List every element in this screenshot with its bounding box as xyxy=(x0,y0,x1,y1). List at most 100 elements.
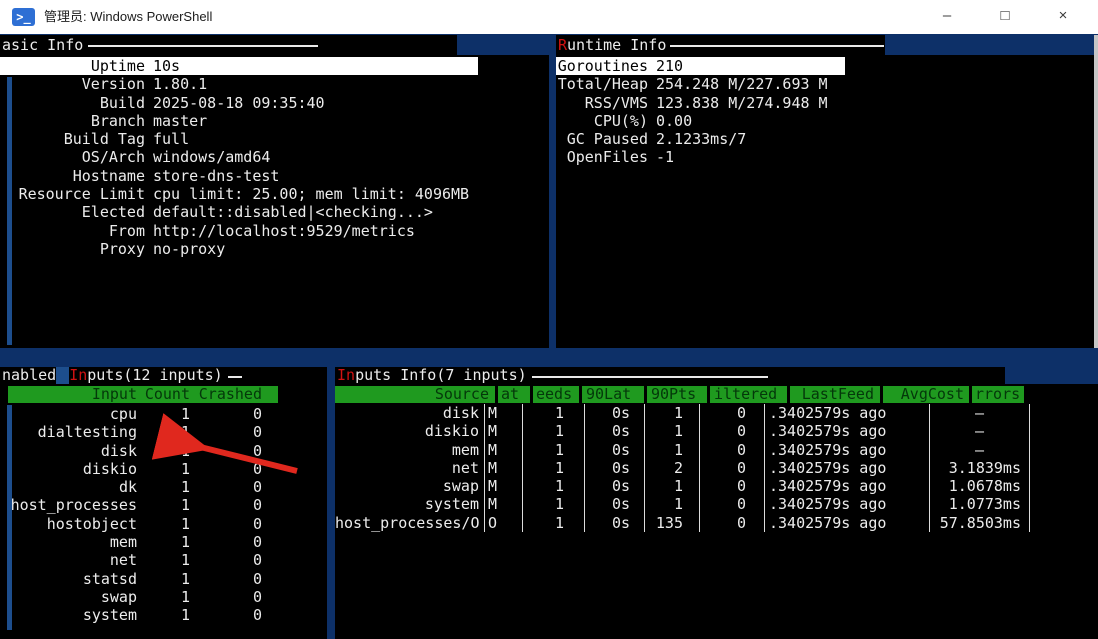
column-header-feeds: eeds xyxy=(533,386,579,403)
cell-source: mem xyxy=(335,440,485,459)
cell-90lat: 0s xyxy=(585,404,645,423)
kv-row: Build Tag full xyxy=(0,130,549,148)
cell-cat: M xyxy=(485,422,523,441)
cell-feeds: 1 xyxy=(523,404,585,423)
input-crashed: 0 xyxy=(252,459,262,478)
close-button[interactable]: × xyxy=(1058,7,1068,24)
input-name: net xyxy=(109,551,137,570)
input-crashed: 0 xyxy=(252,423,262,442)
column-header-count: Count xyxy=(144,385,190,403)
input-crashed: 0 xyxy=(252,587,262,606)
input-count: 1 xyxy=(180,423,190,442)
cell-cat: M xyxy=(485,495,523,514)
table-row: dialtesting 1 0 xyxy=(8,423,278,441)
kv-value: http://localhost:9529/metrics xyxy=(153,221,415,240)
input-name: dialtesting xyxy=(37,423,137,442)
basic-info-title-band: asic Info xyxy=(0,35,457,55)
cell-avgcost: 57.8503ms xyxy=(930,513,1030,533)
input-name: hostobject xyxy=(46,514,137,533)
table-row: mem M 1 0s 1 0.3402579s ago – xyxy=(335,440,1098,459)
terminal-area[interactable]: asic Info Runtime Info Uptime 10s Version 1… xyxy=(0,34,1098,639)
basic-info-rows: Uptime 10s Version 1.80.1 Build 2025-08-18 09… xyxy=(0,57,549,258)
kv-row: OpenFiles -1 xyxy=(556,148,1098,166)
kv-key: Build Tag xyxy=(63,130,145,149)
column-header-90lat: 90Lat xyxy=(582,386,644,403)
cell-feeds: 1 xyxy=(523,422,585,441)
cell-avgcost: – xyxy=(930,422,1030,441)
kv-key: Uptime xyxy=(90,57,145,75)
kv-value: 10s xyxy=(153,57,181,75)
input-count: 1 xyxy=(180,533,190,552)
cell-lastfeed: .3402579s ago xyxy=(765,495,930,514)
input-count: 1 xyxy=(180,405,190,423)
kv-row: Total/Heap 254.248 M/227.693 M xyxy=(556,75,1098,93)
scrollbar xyxy=(7,405,12,630)
kv-key: Total/Heap xyxy=(557,75,648,94)
background-notch xyxy=(1005,367,1098,384)
kv-value: windows/amd64 xyxy=(153,148,271,167)
minimize-button[interactable]: – xyxy=(942,7,952,24)
kv-key: Goroutines xyxy=(557,57,648,75)
cell-errors xyxy=(1030,459,1098,477)
input-name: system xyxy=(82,606,137,625)
table-row: mem 1 0 xyxy=(8,533,278,551)
cell-90pts: 1 xyxy=(645,404,700,423)
table-row: system 1 0 xyxy=(8,606,278,624)
kv-row: RSS/VMS 123.838 M/274.948 M xyxy=(556,94,1098,112)
input-crashed: 0 xyxy=(252,533,262,552)
table-row: hostobject 1 0 xyxy=(8,515,278,533)
cell-90pts: 1 xyxy=(645,495,700,514)
cell-lastfeed: .3402579s ago xyxy=(765,458,930,478)
enabled-inputs-table-header: Input Count Crashed xyxy=(8,386,278,403)
hotkey-letter: In xyxy=(337,366,356,384)
cell-lastfeed: .3402579s ago xyxy=(765,404,930,423)
kv-value: cpu limit: 25.00; mem limit: 4096MB xyxy=(153,185,470,204)
kv-row: Proxy no-proxy xyxy=(0,240,549,258)
cell-avgcost: – xyxy=(930,440,1030,459)
table-row: disk 1 0 xyxy=(8,442,278,460)
kv-row: Branch master xyxy=(0,112,549,130)
input-count: 1 xyxy=(180,441,190,460)
column-header-crashed: Crashed xyxy=(198,385,262,403)
kv-row: GC Paused 2.1233ms/7 xyxy=(556,130,1098,148)
kv-row: Build 2025-08-18 09:35:40 xyxy=(0,94,549,112)
column-header-avgcost: AvgCost xyxy=(883,386,969,403)
powershell-icon: >_ xyxy=(12,8,35,26)
kv-row: Hostname store-dns-test xyxy=(0,167,549,185)
kv-value: store-dns-test xyxy=(153,166,280,185)
maximize-button[interactable]: □ xyxy=(1000,7,1010,24)
input-name: diskio xyxy=(82,459,137,478)
cell-90pts: 1 xyxy=(645,440,700,459)
cell-filtered: 0 xyxy=(700,422,765,441)
kv-value: 210 xyxy=(656,57,684,75)
cell-cat: M xyxy=(485,440,523,459)
input-name: mem xyxy=(109,533,137,552)
title-rest: puts Info(7 inputs) xyxy=(355,366,527,384)
input-count: 1 xyxy=(180,459,190,478)
table-row: net M 1 0s 2 0.3402579s ago 3.1839ms xyxy=(335,458,1098,478)
column-header-cat: at xyxy=(498,386,530,403)
input-count: 1 xyxy=(180,606,190,625)
cell-filtered: 0 xyxy=(700,404,765,423)
cell-90lat: 0s xyxy=(585,458,645,478)
panel-border-line xyxy=(670,45,884,47)
panel-runtime-info: Goroutines 210 Total/Heap 254.248 M/227.693… xyxy=(556,55,1098,348)
kv-row: CPU(%) 0.00 xyxy=(556,112,1098,130)
column-header-90pts: 90Pts xyxy=(647,386,707,403)
kv-value: 1.80.1 xyxy=(153,75,208,94)
cell-source: diskio xyxy=(335,422,485,441)
panel-title-runtime-info: Runtime Info xyxy=(558,35,666,55)
kv-value: 123.838 M/274.948 M xyxy=(656,93,828,112)
cell-feeds: 1 xyxy=(523,495,585,514)
cell-avgcost: 3.1839ms xyxy=(930,458,1030,478)
cell-90pts: 135 xyxy=(645,513,700,533)
cell-90pts: 1 xyxy=(645,477,700,496)
kv-row: Uptime 10s xyxy=(0,57,478,76)
table-row: dk 1 0 xyxy=(8,478,278,496)
cell-avgcost: – xyxy=(930,404,1030,423)
input-crashed: 0 xyxy=(252,606,262,625)
input-name: statsd xyxy=(82,569,137,588)
panel-title-enabled-inputs: nabled In puts(12 inputs) xyxy=(2,367,223,384)
input-crashed: 0 xyxy=(252,496,262,515)
